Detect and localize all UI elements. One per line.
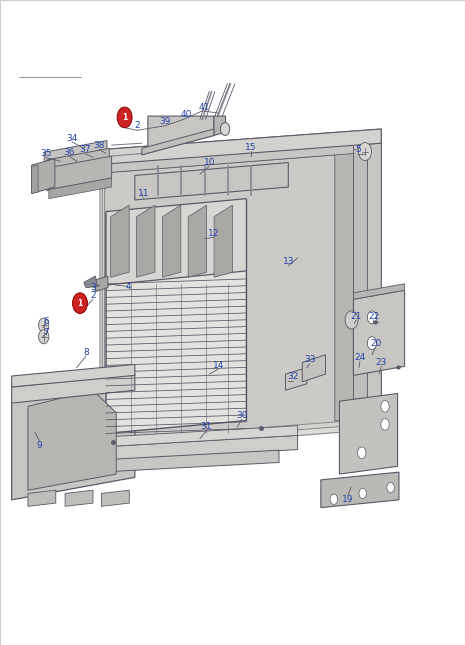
Circle shape: [367, 311, 377, 324]
Text: 14: 14: [213, 361, 224, 370]
Polygon shape: [349, 146, 367, 424]
Polygon shape: [339, 393, 398, 474]
Polygon shape: [100, 142, 381, 452]
Text: 24: 24: [354, 353, 365, 362]
Text: 9: 9: [37, 441, 42, 450]
Circle shape: [117, 107, 132, 128]
Polygon shape: [162, 205, 181, 277]
Text: 36: 36: [63, 148, 74, 157]
Text: 2: 2: [90, 291, 96, 300]
Circle shape: [381, 401, 389, 412]
Polygon shape: [100, 426, 298, 447]
Polygon shape: [214, 116, 226, 135]
Circle shape: [381, 419, 389, 430]
Polygon shape: [106, 199, 246, 285]
Circle shape: [359, 143, 372, 161]
Text: 20: 20: [370, 339, 381, 348]
Polygon shape: [32, 165, 38, 194]
Polygon shape: [111, 205, 129, 277]
Text: 41: 41: [199, 103, 210, 112]
Text: 19: 19: [342, 495, 353, 504]
Polygon shape: [105, 154, 353, 440]
Text: 32: 32: [287, 372, 299, 381]
Circle shape: [358, 447, 366, 459]
Polygon shape: [137, 205, 155, 277]
Polygon shape: [353, 290, 405, 375]
Polygon shape: [46, 170, 109, 191]
Circle shape: [387, 482, 394, 493]
Text: 2: 2: [134, 121, 140, 130]
Circle shape: [359, 488, 366, 499]
Text: 33: 33: [304, 355, 315, 364]
Text: 10: 10: [204, 158, 215, 167]
Text: 7: 7: [44, 328, 49, 337]
Polygon shape: [102, 148, 367, 445]
Circle shape: [39, 330, 49, 344]
Text: 1: 1: [77, 299, 83, 308]
Text: 23: 23: [376, 358, 387, 367]
Text: 30: 30: [236, 411, 247, 420]
Circle shape: [345, 311, 358, 329]
Polygon shape: [102, 135, 367, 169]
Circle shape: [73, 293, 87, 313]
Text: 12: 12: [208, 229, 219, 238]
Text: 15: 15: [246, 143, 257, 152]
Polygon shape: [363, 142, 381, 429]
Polygon shape: [28, 390, 116, 490]
Polygon shape: [101, 490, 129, 506]
Polygon shape: [46, 148, 109, 182]
Polygon shape: [100, 435, 298, 461]
Polygon shape: [142, 129, 214, 155]
Polygon shape: [100, 129, 381, 164]
Polygon shape: [12, 374, 135, 500]
Circle shape: [330, 494, 338, 504]
Polygon shape: [49, 178, 112, 199]
Text: 11: 11: [138, 189, 149, 198]
Polygon shape: [49, 156, 112, 190]
Text: 21: 21: [351, 312, 362, 321]
Polygon shape: [135, 163, 288, 200]
Polygon shape: [28, 490, 56, 506]
Polygon shape: [302, 355, 325, 382]
Circle shape: [220, 123, 230, 135]
Text: 5: 5: [355, 145, 361, 154]
Polygon shape: [32, 159, 55, 194]
Polygon shape: [353, 284, 405, 299]
Polygon shape: [65, 490, 93, 506]
Text: 37: 37: [79, 145, 90, 154]
Polygon shape: [188, 205, 206, 277]
Polygon shape: [106, 200, 246, 433]
Polygon shape: [44, 141, 107, 174]
Polygon shape: [105, 142, 353, 173]
Text: 8: 8: [83, 348, 89, 357]
Polygon shape: [100, 450, 279, 472]
Polygon shape: [142, 116, 214, 155]
Circle shape: [367, 337, 377, 350]
Text: 1: 1: [122, 113, 127, 122]
Polygon shape: [95, 276, 108, 292]
Circle shape: [39, 318, 49, 332]
Text: 4: 4: [125, 282, 131, 291]
Text: 35: 35: [40, 149, 51, 158]
Text: 38: 38: [94, 141, 105, 150]
Polygon shape: [321, 472, 399, 508]
Polygon shape: [44, 163, 107, 183]
Text: 6: 6: [44, 317, 49, 326]
Polygon shape: [84, 276, 98, 288]
Polygon shape: [100, 129, 381, 164]
Text: 22: 22: [368, 312, 379, 321]
Polygon shape: [286, 368, 307, 390]
Text: 13: 13: [283, 257, 294, 266]
Text: 40: 40: [180, 110, 192, 119]
Text: 39: 39: [159, 117, 171, 126]
Polygon shape: [12, 364, 135, 387]
Polygon shape: [12, 374, 135, 403]
Polygon shape: [214, 205, 232, 277]
Text: 31: 31: [201, 422, 212, 432]
Text: 34: 34: [66, 134, 78, 143]
Text: 3: 3: [90, 283, 96, 292]
Polygon shape: [335, 152, 353, 421]
